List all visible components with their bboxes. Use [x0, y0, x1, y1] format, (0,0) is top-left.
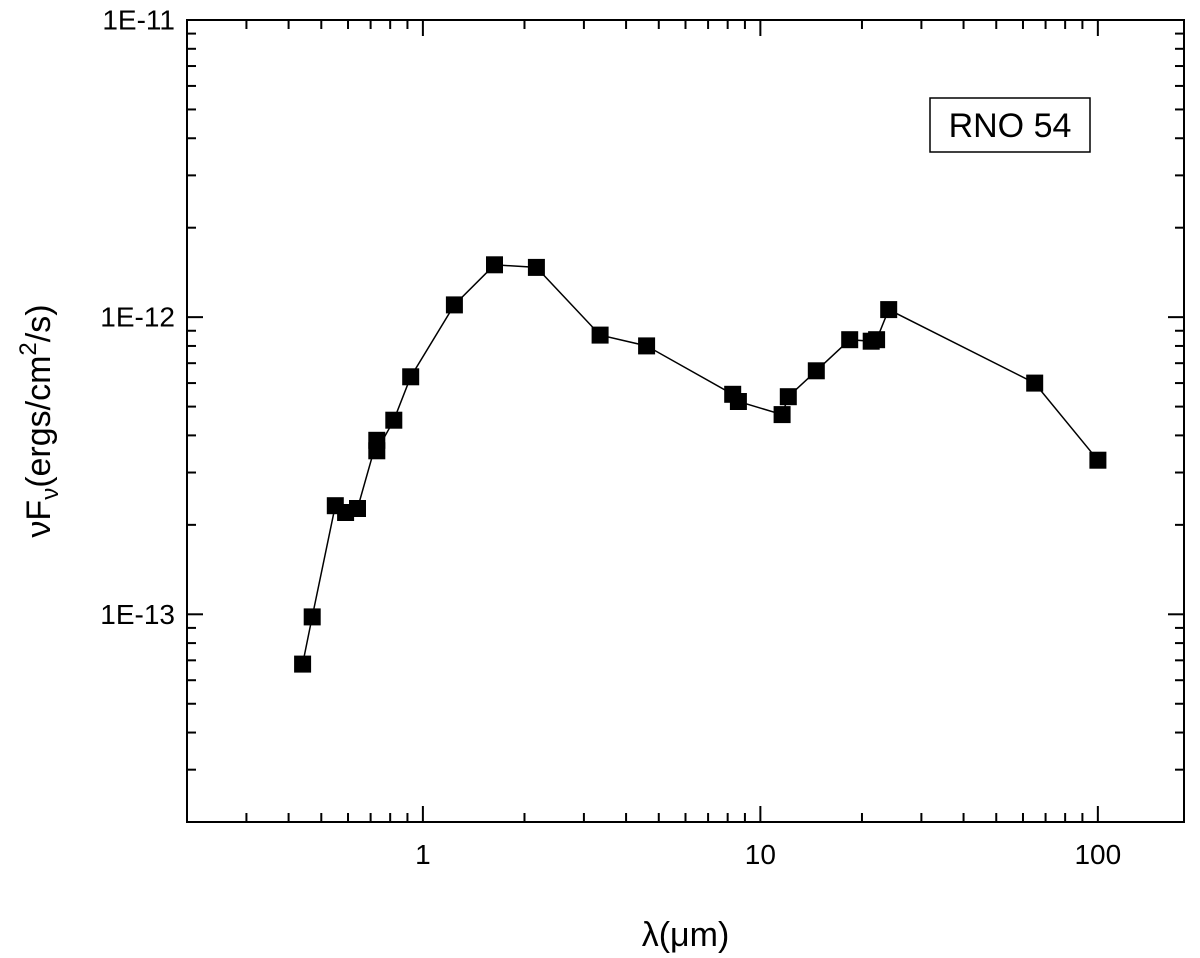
data-point [880, 301, 898, 319]
tick-labels: 1 10 100 1E-13 1E-12 1E-11 [100, 5, 1121, 871]
data-point [368, 442, 386, 460]
data-point [868, 331, 886, 349]
data-point [385, 411, 403, 429]
series-line [301, 264, 1099, 665]
data-point [349, 500, 366, 517]
data-point [729, 393, 747, 410]
y-tick-label: 1E-12 [100, 302, 175, 333]
data-point [486, 256, 503, 274]
x-tick-label: 10 [745, 839, 776, 870]
y-tick-label: 1E-13 [100, 599, 175, 630]
data-point [638, 337, 656, 355]
data-point [841, 331, 859, 349]
y-axis-title-unit: (ergs/cm [20, 356, 58, 488]
data-point [527, 258, 545, 276]
annotation-label: RNO 54 [949, 107, 1072, 145]
data-point [807, 362, 825, 380]
y-tick-label: 1E-11 [102, 5, 175, 36]
data-markers [294, 256, 1107, 673]
data-point [294, 655, 312, 673]
axis-ticks [186, 19, 1184, 823]
data-point [1089, 451, 1107, 469]
y-axis-title-subscript: ν [37, 488, 64, 500]
data-point [773, 406, 791, 424]
data-point [303, 608, 321, 626]
data-point [1026, 374, 1044, 392]
y-axis-title-unit-tail: /s) [20, 304, 58, 342]
annotation-box: RNO 54 [929, 97, 1091, 153]
x-tick-label: 1 [415, 839, 431, 870]
y-axis-title: νFν(ergs/cm2/s) [15, 304, 64, 537]
annotation-frame [929, 97, 1091, 153]
x-axis-title: λ(μm) [642, 916, 730, 954]
data-point [402, 368, 420, 386]
y-axis-title-main: νF [20, 500, 58, 538]
plot-frame [186, 19, 1185, 823]
data-point [779, 388, 797, 406]
y-axis-title-superscript: 2 [15, 342, 42, 355]
data-point [445, 296, 463, 314]
x-tick-label: 100 [1074, 839, 1121, 870]
data-point [591, 326, 609, 344]
